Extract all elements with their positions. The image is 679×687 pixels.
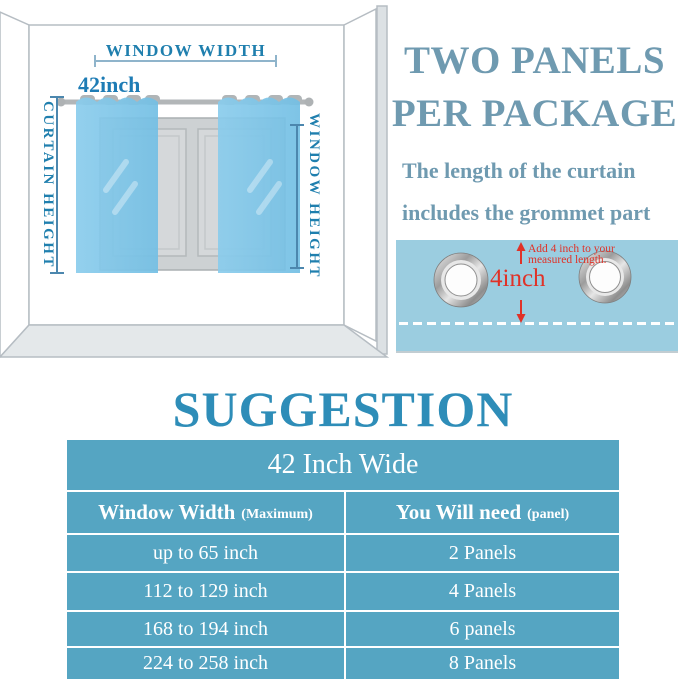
grommet-note: Add 4 inch to your measured length. bbox=[528, 243, 678, 266]
table-row: up to 65 inch 2 Panels bbox=[67, 535, 619, 571]
hem-dashed-line bbox=[399, 322, 675, 325]
right-curtain-panel bbox=[218, 97, 300, 273]
curtain-height-line bbox=[50, 96, 64, 274]
package-subtitle-line2: includes the grommet part bbox=[402, 200, 651, 225]
col1-header-note: (Maximum) bbox=[241, 506, 313, 522]
curtain-panels bbox=[76, 97, 300, 273]
cell-panels-needed: 2 Panels bbox=[344, 535, 619, 571]
table-row: 112 to 129 inch 4 Panels bbox=[67, 573, 619, 610]
package-subtitle-line1: The length of the curtain bbox=[402, 158, 636, 183]
package-title-line2: PER PACKAGE bbox=[391, 92, 678, 135]
measure-arrow-icon bbox=[516, 242, 526, 323]
window-width-line bbox=[94, 55, 277, 67]
cell-panels-needed: 4 Panels bbox=[344, 573, 619, 610]
table-title: 42 Inch Wide bbox=[267, 449, 419, 480]
package-title-line1: TWO PANELS bbox=[403, 39, 666, 82]
right-wall-edge bbox=[376, 5, 388, 355]
cell-window-width: up to 65 inch bbox=[153, 541, 258, 564]
col-header-window-width: Window Width (Maximum) bbox=[67, 492, 344, 533]
curtain-sheen bbox=[103, 159, 282, 215]
rod-finial-left bbox=[56, 97, 66, 107]
grommet-ring-icon bbox=[433, 252, 489, 308]
grommet-note-line1: Add 4 inch to your bbox=[528, 243, 615, 255]
table-title-row: 42 Inch Wide bbox=[67, 440, 619, 490]
left-wall bbox=[0, 11, 30, 359]
window-width-label: WINDOW WIDTH bbox=[106, 41, 266, 60]
table-row: 168 to 194 inch 6 panels bbox=[67, 612, 619, 646]
grommet-note-line2: measured length. bbox=[528, 254, 607, 266]
cell-window-width: 168 to 194 inch bbox=[143, 617, 268, 640]
window-height-line bbox=[290, 124, 304, 269]
grommet-illustration bbox=[433, 242, 632, 323]
col1-header-label: Window Width bbox=[98, 500, 236, 524]
right-wall bbox=[343, 7, 377, 343]
window-height-label: WINDOW HEIGHT bbox=[306, 113, 322, 279]
col2-header-note: (panel) bbox=[527, 506, 570, 522]
table-header-row: Window Width (Maximum) You Will need (pa… bbox=[67, 492, 619, 533]
cell-panels-needed: 8 Panels bbox=[344, 648, 619, 679]
cell-panels-needed: 6 panels bbox=[344, 612, 619, 646]
rod-finial-right bbox=[304, 97, 314, 107]
col-header-panels-needed: You Will need (panel) bbox=[344, 492, 619, 533]
package-subtitle: The length of the curtain includes the g… bbox=[402, 150, 672, 234]
col2-header-label: You Will need bbox=[395, 500, 522, 524]
cell-window-width: 224 to 258 inch bbox=[143, 652, 268, 674]
suggestion-table: 42 Inch Wide Window Width (Maximum) You … bbox=[67, 440, 619, 681]
panel-width-value: 42inch bbox=[78, 72, 140, 97]
suggestion-title: SUGGESTION bbox=[172, 381, 514, 437]
package-title: TWO PANELS PER PACKAGE bbox=[390, 34, 679, 140]
room-measurement-diagram: WINDOW WIDTH 42inch CURTAIN HEIGHT WINDO… bbox=[0, 5, 390, 359]
table-row: 224 to 258 inch 8 Panels bbox=[67, 648, 619, 679]
grommet-measure-value: 4inch bbox=[490, 265, 546, 292]
grommet-closeup: Add 4 inch to your measured length. 4inc… bbox=[396, 240, 678, 353]
cell-window-width: 112 to 129 inch bbox=[143, 580, 268, 602]
grommet-ring-icon bbox=[578, 250, 632, 304]
curtain-height-label: CURTAIN HEIGHT bbox=[40, 101, 56, 269]
measurement-annotations: WINDOW WIDTH 42inch CURTAIN HEIGHT WINDO… bbox=[40, 41, 322, 279]
left-curtain-panel bbox=[76, 97, 158, 273]
floor bbox=[0, 324, 390, 358]
